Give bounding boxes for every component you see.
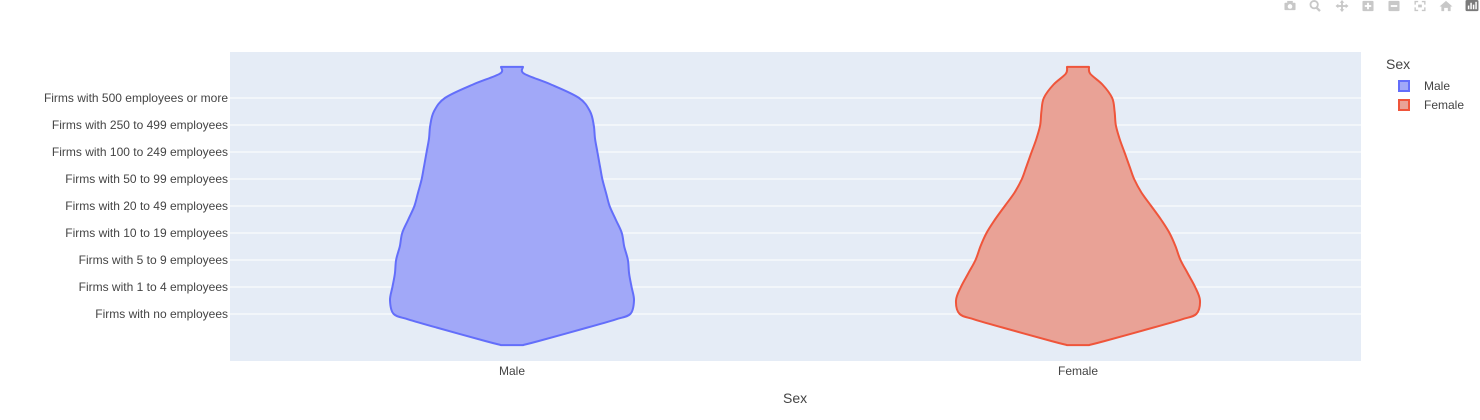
y-tick-label: Firms with 20 to 49 employees bbox=[65, 199, 228, 213]
zoom-out-icon bbox=[1388, 0, 1400, 12]
home-icon bbox=[1439, 0, 1453, 12]
home-button[interactable] bbox=[1438, 0, 1454, 12]
y-tick-label: Firms with 500 employees or more bbox=[44, 91, 228, 105]
y-tick-label: Firms with 50 to 99 employees bbox=[65, 172, 228, 186]
zoom-in-icon bbox=[1362, 0, 1374, 12]
y-tick-labels: Firms with no employees Firms with 1 to 4… bbox=[44, 91, 228, 321]
zoom-out-button[interactable] bbox=[1386, 0, 1402, 12]
violin-male[interactable] bbox=[388, 65, 636, 347]
x-axis-title: Sex bbox=[783, 390, 808, 406]
x-tick-label: Male bbox=[499, 364, 525, 378]
autoscale-icon bbox=[1414, 0, 1426, 12]
y-tick-label: Firms with 10 to 19 employees bbox=[65, 226, 228, 240]
pan-icon bbox=[1335, 0, 1349, 12]
y-tick-label: Firms with 250 to 499 employees bbox=[52, 118, 228, 132]
legend-swatch bbox=[1398, 79, 1410, 92]
violins bbox=[388, 65, 1202, 347]
y-tick-label: Firms with 1 to 4 employees bbox=[79, 280, 228, 294]
x-tick-label: Female bbox=[1058, 364, 1098, 378]
legend-swatch bbox=[1398, 98, 1410, 111]
zoom-button[interactable] bbox=[1308, 0, 1324, 12]
pan-button[interactable] bbox=[1334, 0, 1350, 12]
legend-item-female[interactable]: Female bbox=[1386, 95, 1464, 114]
legend-label: Female bbox=[1424, 97, 1465, 112]
y-tick-label: Firms with no employees bbox=[95, 307, 228, 321]
legend-item-male[interactable]: Male bbox=[1386, 76, 1464, 95]
x-tick-labels: Male Female bbox=[499, 364, 1098, 378]
violin-female[interactable] bbox=[954, 65, 1202, 347]
camera-icon bbox=[1284, 0, 1296, 11]
modebar bbox=[1282, 0, 1480, 12]
zoom-in-button[interactable] bbox=[1360, 0, 1376, 12]
y-tick-label: Firms with 5 to 9 employees bbox=[79, 253, 228, 267]
camera-button[interactable] bbox=[1282, 0, 1298, 12]
y-tick-label: Firms with 100 to 249 employees bbox=[52, 145, 228, 159]
legend: Sex Male Female bbox=[1386, 56, 1464, 114]
autoscale-button[interactable] bbox=[1412, 0, 1428, 12]
plotly-logo-button[interactable] bbox=[1464, 0, 1480, 12]
zoom-icon bbox=[1309, 0, 1321, 12]
legend-label: Male bbox=[1424, 78, 1451, 93]
plotly-logo-icon bbox=[1465, 0, 1479, 12]
legend-title: Sex bbox=[1386, 56, 1411, 72]
